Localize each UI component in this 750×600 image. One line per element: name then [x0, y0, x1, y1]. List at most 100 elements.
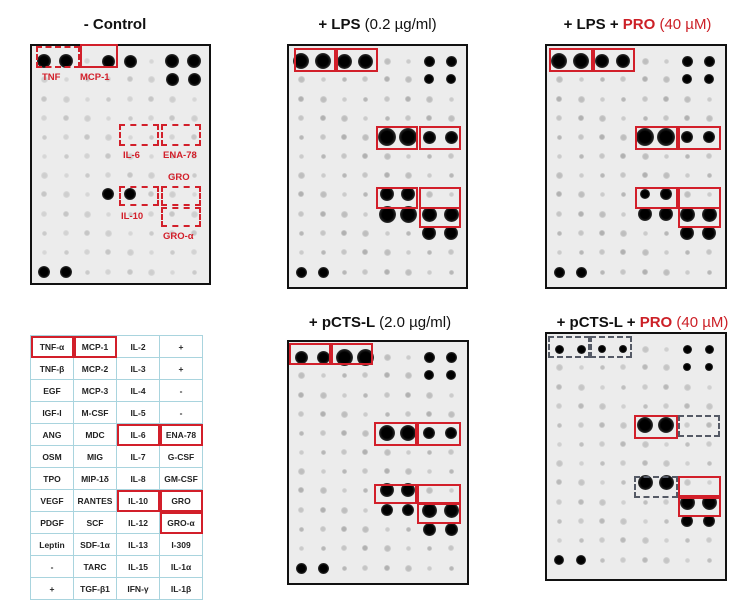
blot-spot [642, 76, 648, 82]
blot-spot [641, 152, 649, 160]
blot-spot [706, 460, 712, 466]
blot-spot [319, 391, 327, 399]
blot-spot [556, 384, 562, 390]
blot-spot [404, 371, 412, 379]
blot-spot [447, 410, 455, 418]
blot-spot [362, 249, 368, 255]
blot-spot [147, 171, 155, 179]
blot-spot [37, 54, 51, 68]
pcts-tnf-box [289, 343, 331, 365]
tnf-box [36, 46, 80, 68]
blot-spot [662, 75, 670, 83]
blot-spot [41, 230, 47, 236]
blot-spot [340, 410, 348, 418]
blot-spot [102, 188, 114, 200]
legend-cell: GRO-α [159, 511, 203, 534]
blot-spot [706, 96, 712, 102]
legend-cell: IL-15 [116, 555, 160, 578]
blot-spot [297, 171, 305, 179]
blot-spot [401, 483, 415, 497]
blot-spot [341, 468, 347, 474]
blot-spot [598, 345, 606, 353]
blot-spot [298, 487, 304, 493]
pcts-gro-box [417, 484, 461, 504]
blot-spot [401, 187, 415, 201]
blot-spot [704, 344, 714, 354]
blot-spot [684, 153, 690, 159]
blot-spot [599, 269, 605, 275]
blot-spot [663, 499, 669, 505]
blot-spot [341, 230, 347, 236]
blot-spot [405, 96, 411, 102]
panel-title-control: - Control [50, 16, 180, 33]
blot-spot [663, 441, 669, 447]
pcts-il10-box [374, 484, 417, 504]
blot-spot [662, 268, 670, 276]
blot-spot [298, 191, 304, 197]
legend-cell: TGF-β1 [73, 577, 117, 600]
blot-spot [41, 153, 47, 159]
legend-cell: IL-5 [116, 401, 160, 424]
blot-spot [642, 172, 648, 178]
blot-spot [706, 153, 712, 159]
lps-il6-box [376, 126, 418, 150]
blot-spot [448, 153, 454, 159]
blot-spot [578, 460, 584, 466]
title-part: + pCTS-L + [556, 314, 640, 331]
blot-spot [641, 440, 649, 448]
blot-spot [706, 269, 712, 275]
blot-spot [63, 76, 69, 82]
legend-cell: M-CSF [73, 401, 117, 424]
blot-spot [362, 507, 368, 513]
blot-spot [84, 269, 90, 275]
blot-spot [298, 449, 304, 455]
blot-spot [298, 545, 304, 551]
blot-spot [297, 467, 305, 475]
blot-spot [426, 449, 432, 455]
il6-box [119, 124, 159, 146]
blot-spot [681, 131, 693, 143]
blot-spot [599, 134, 605, 140]
blot-spot [448, 487, 454, 493]
blot-spot [298, 526, 304, 532]
lps-il10-box [376, 187, 418, 209]
blot-spot [84, 153, 90, 159]
blot-spot [340, 114, 348, 122]
blot-spot [426, 468, 432, 474]
blot-spot [642, 499, 648, 505]
blot-spot [298, 430, 304, 436]
membrane-lps-pro [545, 44, 727, 289]
blot-spot [599, 364, 605, 370]
blot-spot [620, 384, 626, 390]
blot-spot [642, 230, 648, 236]
blot-spot [683, 363, 691, 371]
blot-spot [400, 425, 416, 441]
blot-spot [384, 372, 390, 378]
blot-spot [41, 211, 47, 217]
pctspro-gro-alpha-box [678, 497, 721, 517]
blot-spot [384, 392, 390, 398]
blot-spot [638, 207, 652, 221]
blot-spot [683, 478, 691, 486]
blot-spot [642, 403, 648, 409]
blot-spot [320, 430, 326, 436]
antibody-array-map-table: TNF-α MCP-1 IL-2 + TNF-β MCP-2 IL-3 + EGF MCP-3 IL… [30, 335, 203, 600]
blot-spot [556, 479, 562, 485]
blot-spot [425, 391, 433, 399]
blot-spot [706, 422, 712, 428]
blot-spot [404, 268, 412, 276]
legend-cell: MDC [73, 423, 117, 446]
blot-spot [423, 351, 435, 363]
blot-spot [341, 191, 347, 197]
blot-spot [361, 229, 369, 237]
blot-spot [83, 210, 91, 218]
blot-spot [191, 191, 197, 197]
blot-spot [663, 115, 669, 121]
blot-spot [62, 95, 70, 103]
gro-alpha-label: GRO-α [163, 231, 194, 242]
legend-row: TNF-β MCP-2 IL-3 + [30, 357, 203, 380]
membrane-pcts-pro [545, 332, 727, 581]
blot-spot [320, 76, 326, 82]
blot-spot [640, 189, 650, 199]
title-part: + pCTS-L [308, 314, 380, 331]
